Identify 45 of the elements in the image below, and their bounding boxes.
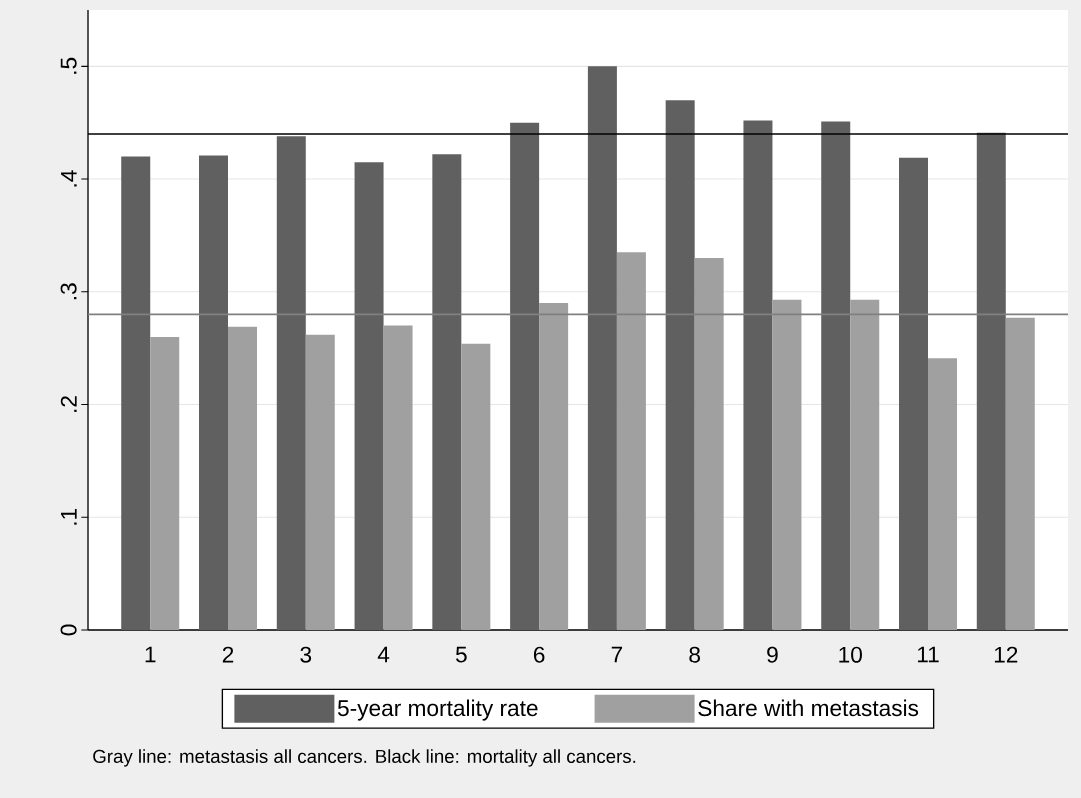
y-tick-label: .4 <box>61 170 77 187</box>
bar <box>461 343 491 630</box>
x-tick-label: 3 <box>300 646 312 663</box>
x-tick-label: 4 <box>377 646 390 663</box>
y-tick-label: .1 <box>61 508 77 525</box>
x-tick-label: 9 <box>767 646 778 663</box>
bar <box>276 136 306 630</box>
bar <box>121 156 151 630</box>
bar <box>928 358 958 630</box>
y-tick-label: .3 <box>60 283 77 300</box>
bar <box>850 299 880 630</box>
bar <box>743 120 773 630</box>
bar <box>199 155 229 630</box>
legend-label: 5-year mortality rate <box>337 699 538 721</box>
bar <box>772 299 802 630</box>
y-tick-label: .2 <box>60 396 77 412</box>
bar <box>899 157 928 630</box>
bar <box>383 325 413 630</box>
bar <box>539 303 569 630</box>
x-tick-label: 5 <box>455 646 467 663</box>
bar <box>354 162 384 630</box>
x-tick-label: 6 <box>533 646 545 663</box>
bar <box>976 132 1006 630</box>
bar <box>228 326 258 630</box>
x-tick-label: 11 <box>917 646 939 663</box>
bar <box>821 121 851 630</box>
x-tick-label: 1 <box>145 646 156 663</box>
bar <box>616 252 646 630</box>
bar <box>510 122 540 630</box>
bar <box>665 100 695 630</box>
x-tick-label: 10 <box>839 646 862 663</box>
x-tick-label: 7 <box>611 646 623 663</box>
bar <box>1005 317 1035 630</box>
y-tick-label: .5 <box>60 57 77 74</box>
legend-label: Share with metastasis <box>698 699 919 717</box>
bar <box>305 334 335 630</box>
bar <box>150 336 180 630</box>
text: Gray line: metastasis all cancers. Black line: mortality all cancers. <box>93 749 636 767</box>
x-tick-label: 2 <box>222 646 234 663</box>
y-tick-label: 0 <box>60 624 77 636</box>
bar <box>432 154 462 630</box>
x-tick-label: 8 <box>689 646 700 663</box>
bar <box>587 66 617 630</box>
x-tick-label: 12 <box>994 646 1018 663</box>
bar <box>694 257 724 630</box>
